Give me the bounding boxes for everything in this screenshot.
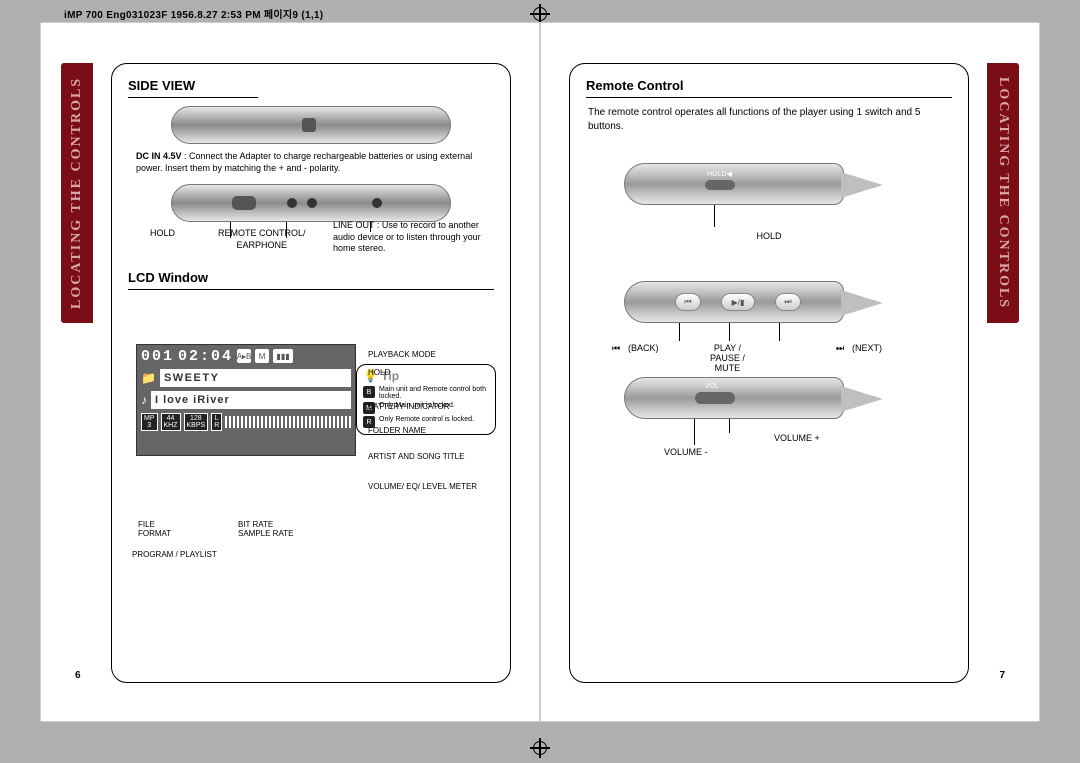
pointer-line: [714, 205, 715, 227]
side-view-title: SIDE VIEW: [128, 78, 494, 93]
play-label: PLAY / PAUSE / MUTE: [710, 343, 745, 373]
lcd-pill-mp3: MP 3: [141, 413, 158, 431]
lcd-song-icon: ♪: [141, 393, 147, 407]
print-meta: iMP 700 Eng031023F 1956.8.27 2:53 PM 페이지…: [64, 6, 323, 21]
remote-tip-icon: [841, 386, 883, 412]
remote-body: HOLD◀: [624, 163, 844, 205]
lbl-hold: HOLD: [368, 368, 390, 377]
play-button-icon: ▶/▮: [721, 293, 755, 311]
vol-minus-label: VOLUME -: [664, 447, 708, 457]
lbl-playback-mode: PLAYBACK MODE: [368, 350, 436, 359]
pointer-line: [729, 419, 730, 433]
remote-tip-icon: [841, 290, 883, 316]
dc-in-label: DC IN 4.5V: [136, 151, 182, 161]
hold-switch-icon: [232, 196, 256, 210]
hold-switch-icon: [705, 180, 735, 190]
remote-body: ⏮ ▶/▮ ⏭: [624, 281, 844, 323]
hold-switch-text: HOLD◀: [707, 170, 732, 178]
lbl-artist: ARTIST AND SONG TITLE: [368, 452, 464, 461]
lcd-song-title: I love iRiver: [151, 391, 351, 409]
pointer-line: [729, 323, 730, 341]
remote-fig-volume: VOL VOLUME - VOLUME +: [614, 377, 924, 419]
page-left: LOCATING THE CONTROLS 6 SIDE VIEW DC IN …: [40, 22, 540, 722]
earphone-jack-icon: [307, 198, 317, 208]
lbl-file-format: FILE FORMAT: [138, 520, 171, 538]
lineout-jack-icon: [372, 198, 382, 208]
page-number-left: 6: [75, 670, 81, 681]
side-tab-right: LOCATING THE CONTROLS: [987, 63, 1019, 323]
lbl-battery: BATTERY INDICATOR: [368, 402, 450, 411]
lineout-label: LINE OUT : Use to record to another audi…: [333, 220, 483, 254]
lineout-label-name: LINE OUT: [333, 220, 374, 230]
lcd-pill-khz: 44 KHZ: [161, 413, 181, 431]
remote-fig-hold: HOLD◀ HOLD: [614, 163, 924, 241]
remote-fig-playback: ⏮ ▶/▮ ⏭ ⏮ (BACK) PLAY / PAUSE / MUTE ⏭ (…: [614, 281, 924, 323]
reg-mark: [533, 7, 547, 21]
back-button-icon: ⏮: [675, 293, 701, 311]
lcd-level-meter: [225, 416, 351, 428]
lcd-folder-icon: 📁: [141, 371, 156, 385]
pointer-line: [694, 419, 695, 445]
remote-body: VOL: [624, 377, 844, 419]
lbl-meter: VOLUME/ EQ/ LEVEL METER: [368, 482, 477, 491]
remote-control-title: Remote Control: [586, 78, 952, 93]
dc-port-icon: [302, 118, 316, 132]
device-side-top: [171, 106, 451, 144]
next-glyph-label: ⏭: [836, 343, 844, 354]
left-content: SIDE VIEW DC IN 4.5V : Connect the Adapt…: [111, 63, 511, 683]
back-glyph-label: ⏮: [612, 343, 620, 354]
lcd-window-title: LCD Window: [128, 270, 494, 285]
dc-in-text: DC IN 4.5V : Connect the Adapter to char…: [136, 150, 486, 174]
next-label: (NEXT): [852, 343, 882, 353]
hold-label: HOLD: [614, 231, 924, 241]
lcd-mode-m-icon: M: [255, 349, 269, 363]
vol-switch-text: VOL: [705, 383, 719, 390]
lbl-folder: FOLDER NAME: [368, 426, 426, 435]
page-spread: LOCATING THE CONTROLS 6 SIDE VIEW DC IN …: [40, 22, 1040, 722]
lcd-mode-ab-icon: A▸B: [237, 349, 251, 363]
vol-plus-label: VOLUME +: [774, 433, 820, 443]
page-right: LOCATING THE CONTROLS 7 Remote Control T…: [540, 22, 1040, 722]
device-side-bottom: [171, 184, 451, 222]
remote-earphone-label: REMOTE CONTROL/ EARPHONE: [218, 228, 306, 251]
lcd-battery-icon: ▮▮▮: [273, 349, 293, 363]
hold-label: HOLD: [150, 228, 175, 239]
side-view-top-figure: [156, 106, 466, 144]
next-button-icon: ⏭: [775, 293, 801, 311]
divider: [128, 289, 494, 290]
right-content: Remote Control The remote control operat…: [569, 63, 969, 683]
side-view-bottom-figure: [156, 184, 466, 222]
lcd-pill-lr: L R: [211, 413, 222, 431]
pointer-line: [679, 323, 680, 341]
lcd-play-time: 02:04: [178, 348, 233, 365]
lcd-folder-name: SWEETY: [160, 369, 351, 387]
remote-control-desc: The remote control operates all function…: [588, 106, 950, 133]
page-number-right: 7: [999, 670, 1005, 681]
pointer-line: [779, 323, 780, 341]
dc-in-desc: : Connect the Adapter to charge recharge…: [136, 151, 472, 173]
lcd-track-no: 001: [141, 348, 174, 365]
lcd-pill-kbps: 128 KBPS: [184, 413, 209, 431]
lbl-program: PROGRAM / PLAYLIST: [132, 550, 217, 559]
divider: [128, 97, 258, 98]
divider: [586, 97, 952, 98]
lbl-bit-rate: BIT RATE SAMPLE RATE: [238, 520, 293, 538]
remote-jack-icon: [287, 198, 297, 208]
reg-mark: [533, 741, 547, 755]
remote-tip-icon: [841, 172, 883, 198]
vol-rocker-icon: [695, 392, 735, 404]
back-label: (BACK): [628, 343, 659, 353]
side-tab-left: LOCATING THE CONTROLS: [61, 63, 93, 323]
lcd-screen: 001 02:04 A▸B M ▮▮▮ 📁 SWEETY ♪ I love iR…: [136, 344, 356, 456]
